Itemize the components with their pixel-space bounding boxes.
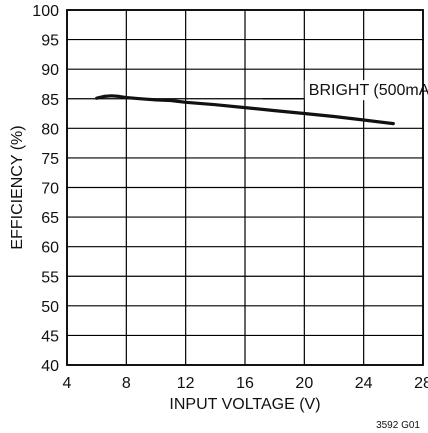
x-tick-label: 28 (414, 375, 428, 392)
figure-code: 3592 G01 (376, 420, 420, 431)
y-tick-label: 45 (41, 328, 59, 345)
grid-lines (66, 9, 424, 366)
y-tick-label: 60 (41, 240, 59, 257)
y-tick-label: 55 (41, 269, 59, 286)
x-tick-label: 8 (122, 375, 131, 392)
annotation-background (304, 80, 428, 101)
y-tick-label: 80 (41, 121, 59, 138)
y-tick-label: 90 (41, 62, 59, 79)
x-tick-label: 24 (355, 375, 373, 392)
y-tick-label: 100 (32, 3, 59, 20)
y-tick-labels: 40 45 50 55 60 65 70 75 80 85 90 95 100 (32, 3, 59, 375)
x-tick-label: 4 (63, 375, 72, 392)
y-tick-label: 85 (41, 92, 59, 109)
y-axis-title: EFFICIENCY (%) (9, 125, 26, 249)
x-axis-title: INPUT VOLTAGE (V) (169, 396, 320, 413)
y-tick-label: 50 (41, 299, 59, 316)
annotation-label: BRIGHT (500mA) (309, 82, 428, 99)
x-tick-labels: 4 8 12 16 20 24 28 (63, 375, 428, 392)
series-line (95, 94, 395, 126)
series-layer (95, 94, 395, 126)
y-tick-label: 70 (41, 181, 59, 198)
plot-frame (66, 9, 424, 366)
annotation-layer: BRIGHT (500mA) (262, 80, 428, 101)
x-tick-label: 16 (236, 375, 254, 392)
y-tick-label: 75 (41, 151, 59, 168)
x-tick-label: 20 (295, 375, 313, 392)
y-tick-label: 65 (41, 210, 59, 227)
x-tick-label: 12 (177, 375, 195, 392)
y-tick-label: 40 (41, 358, 59, 375)
y-tick-label: 95 (41, 33, 59, 50)
